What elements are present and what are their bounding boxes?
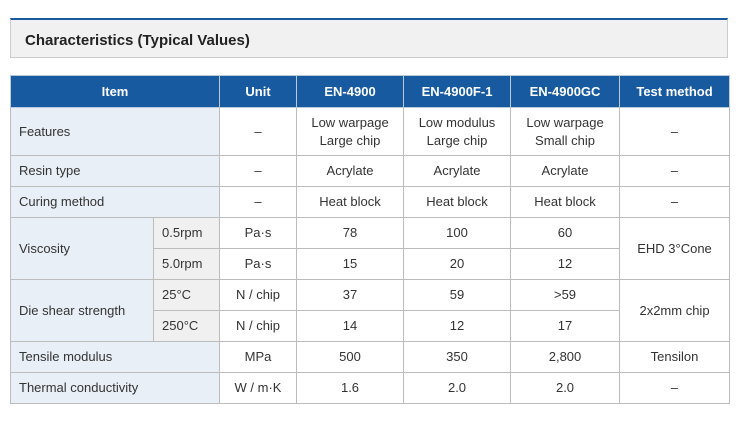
cell-en4900gc: Heat block <box>510 186 621 218</box>
table-row: Viscosity 0.5rpm Pa·s 78 100 60 EHD 3°Co… <box>10 217 731 280</box>
row-sublabel: 25°C <box>152 279 221 311</box>
table-row: Die shear strength 25°C N / chip 37 59 >… <box>10 279 731 342</box>
cell-test-method: – <box>619 372 731 404</box>
cell-en4900f1: 20 <box>403 248 512 280</box>
header-en4900gc: EN-4900GC <box>510 75 621 108</box>
row-label-curing-method: Curing method <box>9 186 221 218</box>
cell-line: Low warpage <box>311 114 389 130</box>
cell-test-method: EHD 3°Cone <box>619 217 731 280</box>
cell-unit: N / chip <box>219 279 298 311</box>
cell-en4900: 500 <box>296 341 405 373</box>
row-label-resin-type: Resin type <box>9 155 221 187</box>
cell-en4900f1: Heat block <box>403 186 512 218</box>
row-label-viscosity: Viscosity <box>10 217 154 280</box>
cell-en4900: 37 <box>296 279 405 311</box>
cell-en4900f1: 100 <box>403 217 512 249</box>
cell-en4900gc: 60 <box>510 217 621 249</box>
cell-en4900: 1.6 <box>296 372 405 404</box>
table-row: Thermal conductivity W / m·K 1.6 2.0 2.0… <box>9 372 731 404</box>
cell-en4900f1: 12 <box>403 310 512 342</box>
table-row: Resin type – Acrylate Acrylate Acrylate … <box>9 155 731 187</box>
cell-line: Low warpage <box>526 114 604 130</box>
cell-test-method: – <box>619 155 731 187</box>
cell-unit: – <box>219 107 298 156</box>
cell-unit: Pa·s <box>219 217 298 249</box>
cell-en4900f1: 2.0 <box>403 372 512 404</box>
header-en4900: EN-4900 <box>296 75 405 108</box>
row-sublabel: 0.5rpm <box>152 217 221 249</box>
header-en4900f1: EN-4900F-1 <box>403 75 512 108</box>
header-item: Item <box>9 75 221 108</box>
cell-unit: W / m·K <box>219 372 298 404</box>
table-row: Features – Low warpage Large chip Low mod… <box>9 107 731 156</box>
cell-en4900gc: 2.0 <box>510 372 621 404</box>
cell-unit: N / chip <box>219 310 298 342</box>
table-row: 5.0rpm Pa·s 15 20 12 <box>11 248 730 280</box>
cell-en4900gc: Low warpage Small chip <box>510 107 621 156</box>
cell-en4900: Acrylate <box>296 155 405 187</box>
row-sublabel: 250°C <box>152 310 221 342</box>
section-header: Characteristics (Typical Values) <box>10 18 728 58</box>
cell-line: Small chip <box>535 132 595 148</box>
row-label-thermal-conductivity: Thermal conductivity <box>9 372 221 404</box>
row-label-die-shear: Die shear strength <box>10 279 154 342</box>
cell-line: Large chip <box>426 132 488 148</box>
cell-en4900gc: >59 <box>510 279 621 311</box>
table-row: Tensile modulus MPa 500 350 2,800 Tensil… <box>9 341 731 373</box>
cell-en4900gc: 12 <box>510 248 621 280</box>
table-header-row: Item Unit EN-4900 EN-4900F-1 EN-4900GC T… <box>9 75 731 108</box>
cell-unit: – <box>219 155 298 187</box>
cell-test-method: – <box>619 107 731 156</box>
header-unit: Unit <box>219 75 298 108</box>
cell-en4900gc: 17 <box>510 310 621 342</box>
cell-en4900gc: Acrylate <box>510 155 621 187</box>
header-test-method: Test method <box>619 75 731 108</box>
cell-en4900: Heat block <box>296 186 405 218</box>
cell-test-method: – <box>619 186 731 218</box>
cell-test-method: 2x2mm chip <box>619 279 731 342</box>
cell-unit: – <box>219 186 298 218</box>
cell-line: Large chip <box>319 132 381 148</box>
cell-test-method: Tensilon <box>619 341 731 373</box>
cell-en4900: 15 <box>296 248 405 280</box>
row-sublabel: 5.0rpm <box>152 248 221 280</box>
cell-en4900: Low warpage Large chip <box>296 107 405 156</box>
cell-unit: MPa <box>219 341 298 373</box>
cell-line: Low modulus <box>418 114 496 130</box>
row-label-tensile-modulus: Tensile modulus <box>9 341 221 373</box>
characteristics-table: Item Unit EN-4900 EN-4900F-1 EN-4900GC T… <box>9 75 731 404</box>
cell-en4900f1: Low modulus Large chip <box>403 107 512 156</box>
table-row: 250°C N / chip 14 12 17 <box>11 310 730 342</box>
cell-en4900f1: 350 <box>403 341 512 373</box>
cell-en4900f1: Acrylate <box>403 155 512 187</box>
cell-unit: Pa·s <box>219 248 298 280</box>
row-label-features: Features <box>9 107 221 156</box>
cell-en4900f1: 59 <box>403 279 512 311</box>
table-row: Curing method – Heat block Heat block He… <box>9 186 731 218</box>
cell-en4900: 14 <box>296 310 405 342</box>
cell-en4900: 78 <box>296 217 405 249</box>
section-title: Characteristics (Typical Values) <box>25 32 250 49</box>
cell-en4900gc: 2,800 <box>510 341 621 373</box>
